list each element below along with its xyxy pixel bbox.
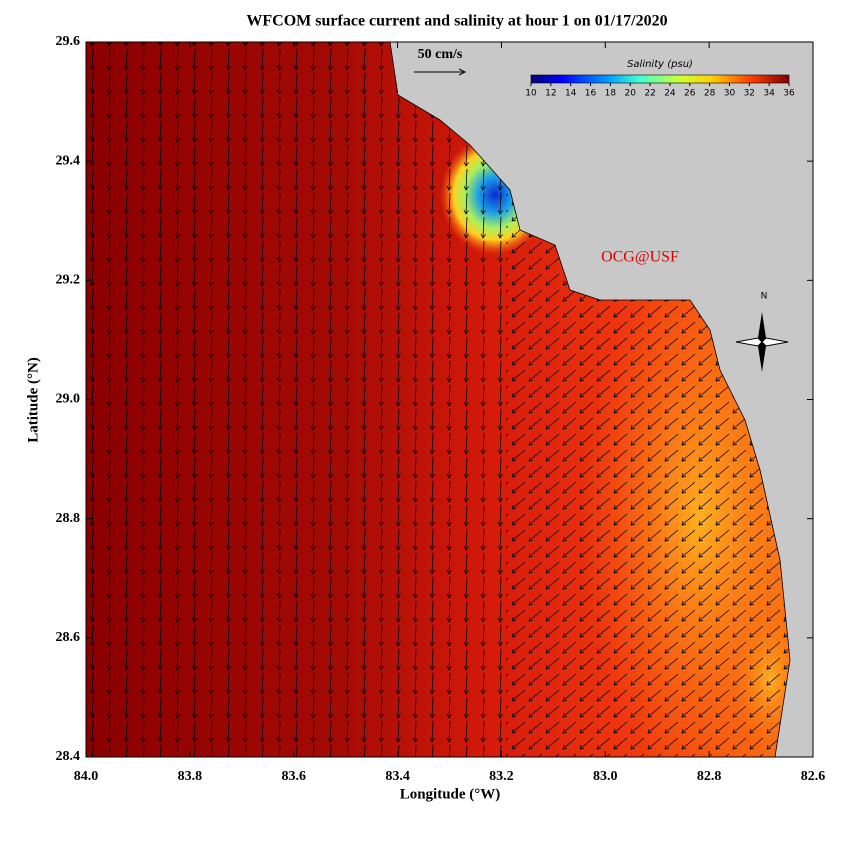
- x-tick-label: 84.0: [74, 769, 99, 784]
- y-tick-label: 28.8: [56, 511, 81, 526]
- x-tick-label: 82.8: [697, 769, 722, 784]
- y-tick-label: 29.4: [56, 153, 81, 168]
- y-tick-label: 28.6: [56, 630, 81, 645]
- colorbar-tick-label: 12: [545, 89, 556, 99]
- colorbar-tick-label: 34: [763, 89, 775, 99]
- colorbar-tick-label: 28: [704, 89, 716, 99]
- colorbar-tick-label: 30: [724, 89, 736, 99]
- colorbar: [530, 74, 790, 84]
- y-tick-label: 29.2: [56, 273, 81, 288]
- colorbar-tick-label: 18: [605, 89, 617, 99]
- map-area: [86, 42, 813, 757]
- colorbar-label: Salinity (psu): [627, 59, 693, 70]
- y-tick-label: 29.0: [56, 392, 81, 407]
- annotation: OCG@USF: [601, 249, 679, 266]
- x-tick-label: 82.6: [801, 769, 826, 784]
- x-tick-label: 83.2: [489, 769, 514, 784]
- title: WFCOM surface current and salinity at ho…: [246, 13, 667, 30]
- scale-label: 50 cm/s: [418, 47, 463, 62]
- colorbar-tick-label: 22: [644, 89, 655, 99]
- colorbar-tick-label: 26: [684, 89, 696, 99]
- colorbar-tick-label: 32: [744, 89, 755, 99]
- land: [389, 42, 813, 757]
- colorbar-tick-label: 24: [664, 89, 676, 99]
- colorbar-tick-label: 14: [565, 89, 577, 99]
- colorbar-tick-label: 10: [525, 89, 537, 99]
- axes: 84.0 83.8 83.6 83.4 83.2 83.0 82.8 82.6 28.4 28.6…: [56, 34, 826, 784]
- compass: [735, 312, 789, 372]
- y-axis-label: Latitude (°N): [25, 357, 41, 443]
- x-axis-label: Longitude (°W): [400, 786, 501, 802]
- x-tick-label: 83.0: [593, 769, 618, 784]
- colorbar-tick-label: 36: [783, 89, 795, 99]
- x-tick-label: 83.6: [281, 769, 306, 784]
- current-vectors: [86, 42, 506, 757]
- scale-arrow: [414, 68, 467, 76]
- colorbar-tick-label: 16: [585, 89, 597, 99]
- compass-label: N: [761, 292, 768, 302]
- colorbar-tick-label: 20: [625, 89, 637, 99]
- x-tick-label: 83.4: [385, 769, 410, 784]
- y-tick-label: 29.6: [56, 34, 81, 49]
- x-tick-label: 83.8: [178, 769, 203, 784]
- y-tick-label: 28.4: [56, 749, 81, 764]
